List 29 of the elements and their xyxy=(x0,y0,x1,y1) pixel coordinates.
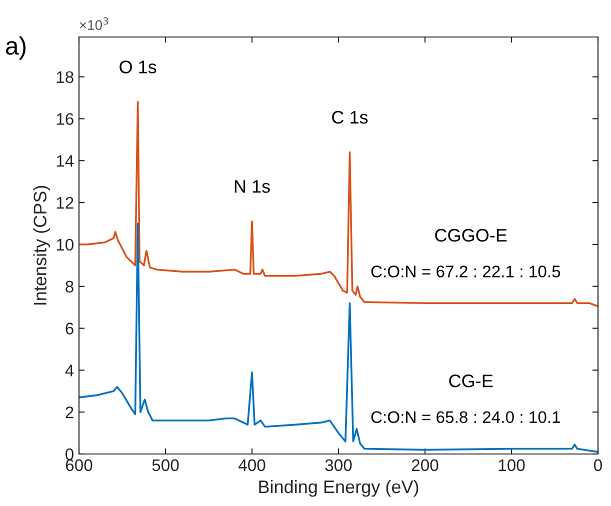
x-tick-label: 100 xyxy=(498,459,525,472)
x-tick-label: 500 xyxy=(152,459,179,472)
line-series xyxy=(79,101,598,308)
x-tick-label: 600 xyxy=(66,459,92,472)
y-tick-label: 8 xyxy=(66,280,74,293)
annotation: CGGO-E xyxy=(435,228,507,242)
annotation: C:O:N = 67.2 : 22.1 : 10.5 xyxy=(371,266,560,278)
annotation: CG-E xyxy=(449,374,493,388)
annotation: C 1s xyxy=(332,110,368,124)
y-tick-label: 16 xyxy=(56,113,74,125)
x-axis-title: Binding Energy (eV) xyxy=(259,480,418,497)
y-tick-label: 4 xyxy=(65,364,74,376)
annotation: N 1s xyxy=(234,180,270,193)
y-tick-label: 10 xyxy=(56,238,74,251)
text: a) xyxy=(6,36,26,60)
x-tick-label: 300 xyxy=(325,459,352,472)
y-tick-label: 2 xyxy=(66,406,74,418)
y-tick-label: 6 xyxy=(66,322,74,334)
y-tick-label: 12 xyxy=(56,196,74,209)
x-tick-label: 200 xyxy=(412,459,438,472)
annotation: O 1s xyxy=(120,60,156,74)
y-axis-title: Intensity (CPS) xyxy=(33,186,50,305)
x-tick-label: 0 xyxy=(594,459,602,472)
x-tick-label: 400 xyxy=(238,459,266,472)
annotation: C:O:N = 65.8 : 24.0 : 10.1 xyxy=(371,411,560,424)
y-tick-label: 18 xyxy=(56,71,74,84)
text: ×10$^{3}$ xyxy=(80,17,108,30)
y-tick-label: 0 xyxy=(66,448,74,460)
y-tick-label: 14 xyxy=(56,155,74,167)
